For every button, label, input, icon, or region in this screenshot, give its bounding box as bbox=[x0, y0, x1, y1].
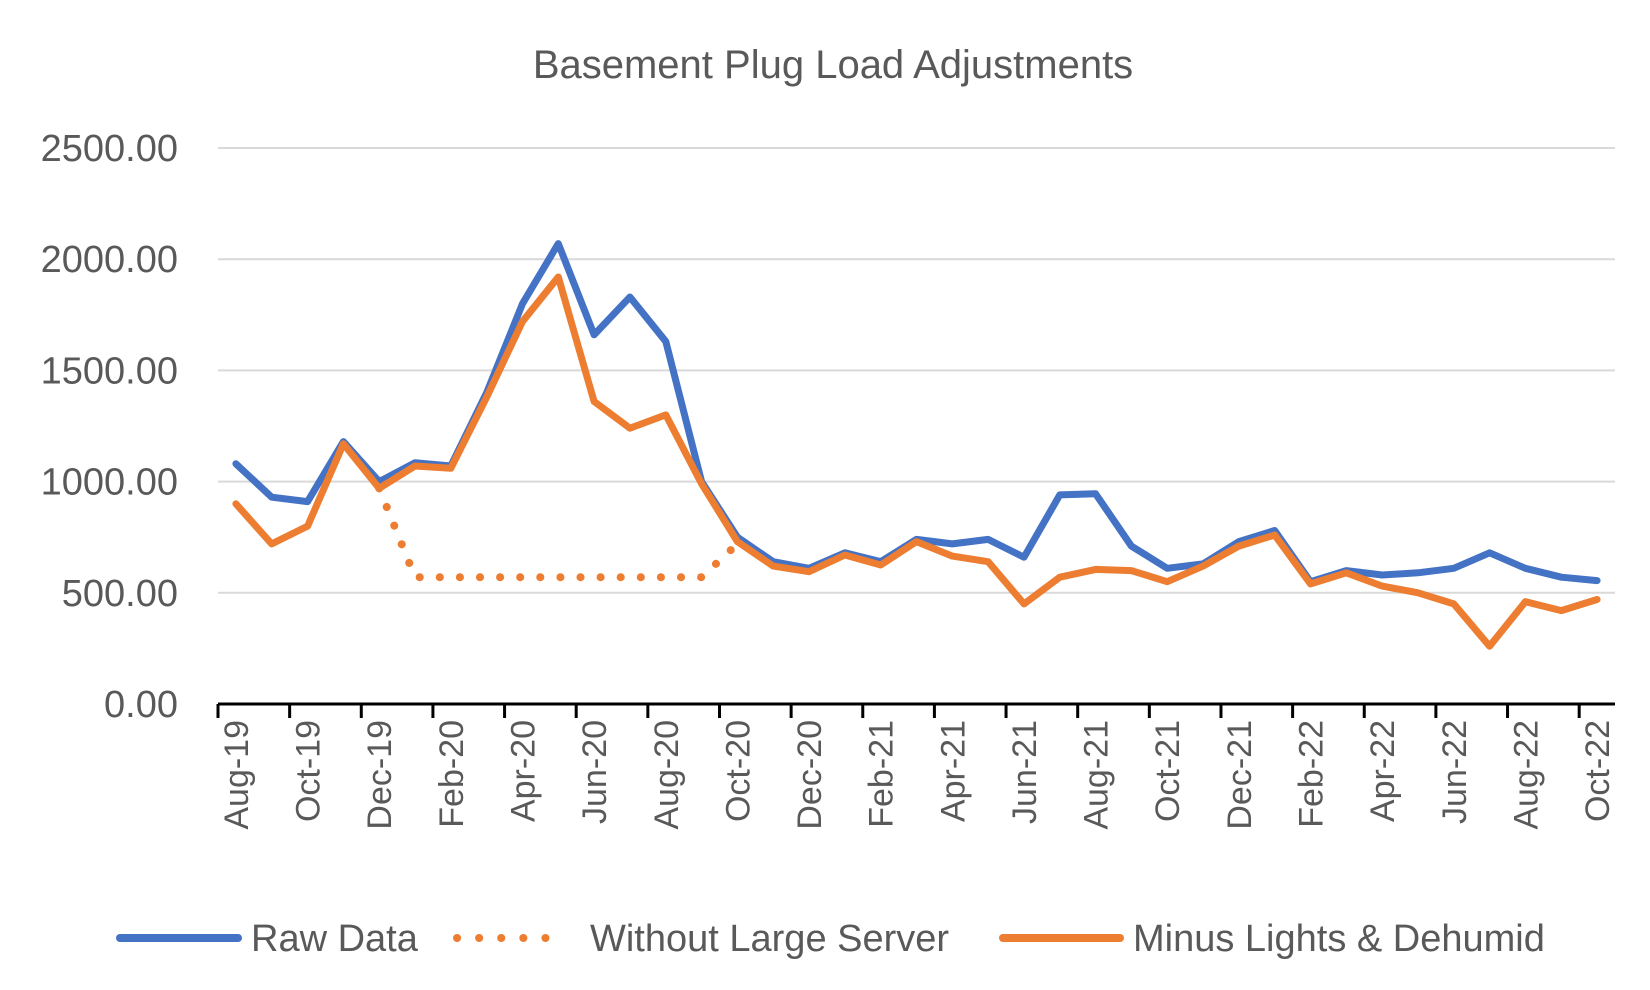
series-lines bbox=[232, 240, 1601, 650]
series-line-1 bbox=[375, 484, 742, 582]
x-tick-label: Oct-22 bbox=[1579, 720, 1617, 822]
x-tick-label: Feb-21 bbox=[863, 720, 901, 828]
x-tick-label: Apr-22 bbox=[1364, 720, 1402, 822]
x-tick-label: Dec-21 bbox=[1221, 720, 1259, 830]
x-tick-label: Dec-20 bbox=[791, 720, 829, 830]
y-tick-label: 1000.00 bbox=[41, 462, 178, 504]
y-tick-label: 0.00 bbox=[104, 684, 178, 726]
x-tick-label: Jun-22 bbox=[1436, 720, 1474, 824]
series-line-2 bbox=[232, 273, 1601, 650]
x-tick-label: Aug-22 bbox=[1507, 720, 1545, 830]
x-tick-label: Oct-20 bbox=[719, 720, 757, 822]
x-tick-label: Feb-22 bbox=[1293, 720, 1331, 828]
y-tick-label: 2000.00 bbox=[41, 239, 178, 281]
y-tick-label: 2500.00 bbox=[41, 128, 178, 170]
y-tick-label: 500.00 bbox=[62, 573, 178, 615]
legend-label-1: Without Large Server bbox=[590, 918, 949, 960]
x-tick-label: Apr-21 bbox=[934, 720, 972, 822]
x-tick-label: Jun-20 bbox=[576, 720, 614, 824]
x-tick-label: Apr-20 bbox=[504, 720, 542, 822]
legend: Raw Data Without Large Server Minus Lights… bbox=[116, 918, 1545, 960]
x-tick-label: Dec-19 bbox=[361, 720, 399, 830]
x-tick-label: Oct-19 bbox=[290, 720, 328, 822]
y-tick-label: 1500.00 bbox=[41, 350, 178, 392]
x-tick-label: Jun-21 bbox=[1006, 720, 1044, 824]
x-axis bbox=[216, 702, 1615, 718]
x-tick-label: Feb-20 bbox=[433, 720, 471, 828]
x-tick-label: Oct-21 bbox=[1149, 720, 1187, 822]
legend-label-0: Raw Data bbox=[251, 918, 419, 960]
legend-label-2: Minus Lights & Dehumid bbox=[1133, 918, 1545, 960]
x-tick-label: Aug-20 bbox=[648, 720, 686, 830]
x-tick-label: Aug-21 bbox=[1078, 720, 1116, 830]
x-axis-ticks: Aug-19 Oct-19 Dec-19 Feb-20 Apr-20 Jun-20 Aug-… bbox=[218, 720, 1617, 830]
chart-title: Basement Plug Load Adjustments bbox=[533, 43, 1133, 87]
y-axis-ticks: 0.00 500.00 1000.00 1500.00 2000.00 2500.00 bbox=[41, 128, 178, 726]
series-line-0 bbox=[232, 240, 1601, 586]
x-tick-label: Aug-19 bbox=[218, 720, 256, 830]
gridlines bbox=[218, 147, 1615, 594]
